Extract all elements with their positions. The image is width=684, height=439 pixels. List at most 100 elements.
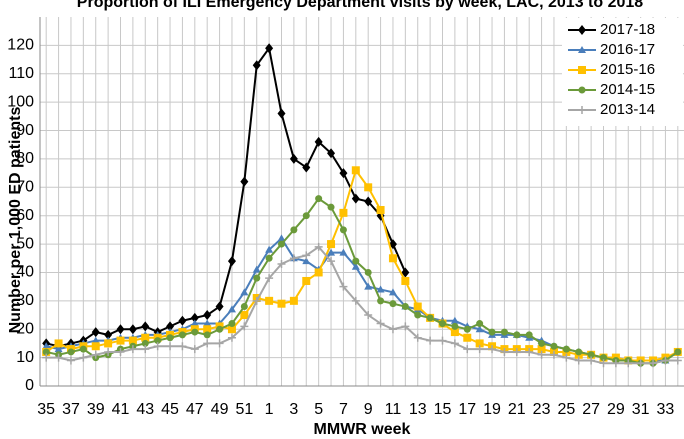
marker [54, 345, 63, 353]
marker [636, 359, 645, 368]
marker [649, 359, 658, 368]
marker [203, 339, 212, 348]
marker [240, 322, 249, 331]
x-tick-label: 47 [186, 401, 204, 418]
y-tick-label: 60 [16, 207, 34, 224]
marker [388, 325, 397, 334]
marker [364, 196, 373, 207]
x-tick-label: 33 [657, 401, 675, 418]
marker [141, 333, 150, 342]
marker [265, 254, 273, 262]
x-tick-label: 21 [508, 401, 526, 418]
marker [252, 60, 261, 71]
marker [475, 339, 484, 348]
legend-label: 2015-16 [600, 61, 655, 78]
x-tick-label: 25 [557, 401, 575, 418]
marker [79, 353, 88, 362]
y-tick-label: 120 [7, 37, 34, 54]
x-tick-label: 3 [289, 401, 298, 418]
marker [351, 193, 360, 204]
marker [166, 321, 175, 332]
marker [240, 288, 249, 296]
marker [42, 348, 50, 356]
series-line [45, 197, 679, 365]
marker [178, 315, 187, 326]
marker [141, 345, 150, 354]
x-tick-label: 19 [483, 401, 501, 418]
marker [240, 311, 249, 320]
marker [116, 336, 125, 345]
marker [327, 257, 336, 266]
marker [240, 303, 248, 311]
marker [611, 359, 620, 368]
x-tick-label: 15 [434, 401, 452, 418]
marker [314, 268, 323, 277]
marker [203, 331, 211, 339]
marker [352, 257, 360, 265]
marker [537, 350, 546, 359]
marker [67, 348, 75, 356]
marker [364, 311, 373, 320]
marker [562, 345, 570, 353]
marker [203, 310, 212, 321]
x-tick-label: 35 [37, 401, 55, 418]
x-tick-label: 9 [364, 401, 373, 418]
marker [277, 108, 286, 119]
marker [377, 297, 385, 305]
marker [376, 206, 385, 215]
marker [463, 333, 472, 342]
marker [673, 356, 682, 365]
legend: 2017-18 2016-17 2015-16 2014-15 2013-14 [562, 18, 683, 126]
marker [463, 325, 471, 333]
marker [401, 276, 410, 285]
y-tick-label: 20 [16, 320, 34, 337]
marker [339, 282, 348, 291]
marker [314, 136, 323, 147]
marker [578, 106, 586, 114]
marker [351, 166, 360, 175]
marker [178, 342, 187, 351]
marker [624, 359, 633, 368]
marker [587, 356, 596, 365]
x-tick-label: 11 [385, 401, 402, 418]
series-line [45, 45, 407, 348]
x-tick-label: 37 [62, 401, 80, 418]
marker [104, 339, 113, 348]
marker [228, 320, 236, 328]
marker [315, 195, 323, 203]
y-tick-label: 110 [8, 65, 34, 82]
marker [104, 347, 113, 356]
marker [116, 324, 125, 335]
x-tick-label: 39 [87, 401, 105, 418]
y-tick-label: 10 [16, 349, 34, 366]
marker [451, 322, 459, 330]
marker [550, 342, 558, 350]
marker [488, 328, 496, 336]
marker [240, 176, 249, 187]
marker [674, 348, 682, 356]
marker [475, 325, 484, 333]
marker [500, 328, 508, 336]
marker [252, 265, 261, 273]
marker [538, 339, 546, 347]
marker [252, 296, 261, 305]
x-tick-label: 27 [582, 401, 600, 418]
marker [413, 302, 422, 311]
x-tick-label: 31 [632, 401, 650, 418]
marker [216, 325, 224, 333]
x-tick-label: 45 [161, 401, 179, 418]
marker [66, 356, 75, 365]
marker [153, 342, 162, 351]
marker [265, 274, 274, 283]
legend-label: 2017-18 [600, 21, 655, 38]
marker [339, 168, 348, 179]
marker [253, 274, 261, 282]
marker [54, 353, 63, 362]
y-tick-label: 0 [25, 377, 34, 394]
x-axis-label: MMWR week [314, 421, 411, 438]
marker [376, 285, 385, 293]
marker [537, 345, 546, 354]
marker [166, 334, 174, 342]
marker [549, 350, 558, 359]
marker [227, 305, 236, 313]
